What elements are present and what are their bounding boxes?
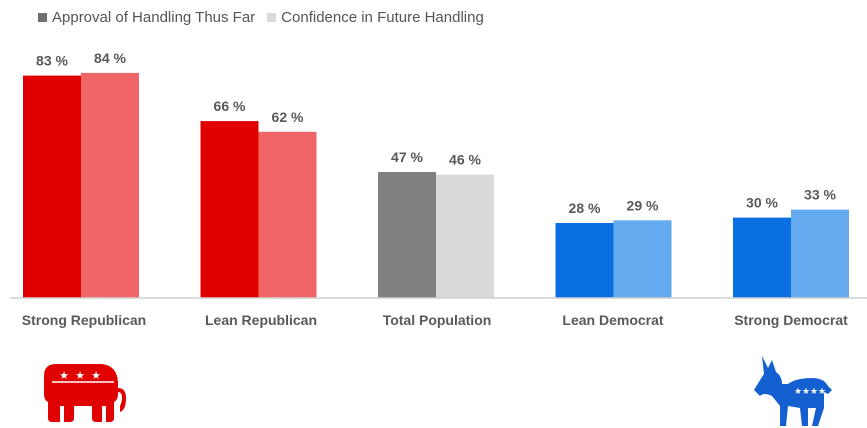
category-label-total-population: Total Population: [383, 312, 492, 328]
bar-approval-strong-republican: [23, 75, 81, 298]
data-label-confidence-total-population: 46 %: [449, 152, 481, 168]
data-label-approval-lean-democrat: 28 %: [569, 200, 601, 216]
republican-elephant-icon: ★ ★ ★: [44, 364, 126, 422]
data-label-approval-strong-democrat: 30 %: [746, 195, 778, 211]
svg-text:★: ★: [818, 386, 826, 396]
data-label-confidence-strong-democrat: 33 %: [804, 187, 836, 203]
legend: Approval of Handling Thus Far Confidence…: [38, 9, 484, 26]
data-label-approval-total-population: 47 %: [391, 149, 423, 165]
bar-confidence-strong-democrat: [791, 209, 849, 298]
svg-text:★: ★: [794, 386, 802, 396]
category-label-strong-democrat: Strong Democrat: [734, 312, 848, 328]
data-label-confidence-lean-republican: 62 %: [272, 109, 304, 125]
bar-confidence-lean-republican: [258, 131, 317, 298]
democrat-donkey-icon: ★ ★ ★ ★: [754, 356, 832, 426]
category-label-strong-republican: Strong Republican: [22, 312, 146, 328]
svg-text:★: ★: [59, 370, 69, 382]
bar-approval-lean-republican: [200, 121, 259, 298]
legend-swatch-approval: [38, 13, 47, 22]
bar-confidence-lean-democrat: [613, 220, 672, 298]
svg-text:★: ★: [810, 386, 818, 396]
svg-text:★: ★: [802, 386, 810, 396]
bar-approval-total-population: [378, 172, 436, 298]
category-label-lean-republican: Lean Republican: [205, 312, 317, 328]
data-label-approval-lean-republican: 66 %: [214, 98, 246, 114]
data-label-confidence-lean-democrat: 29 %: [627, 197, 659, 213]
legend-item-confidence: Confidence in Future Handling: [267, 9, 484, 26]
legend-label-confidence: Confidence in Future Handling: [281, 9, 484, 26]
bar-approval-lean-democrat: [555, 223, 614, 298]
svg-text:★: ★: [75, 370, 85, 382]
bar-confidence-strong-republican: [81, 72, 139, 299]
category-label-lean-democrat: Lean Democrat: [562, 312, 663, 328]
bar-confidence-total-population: [436, 174, 494, 298]
legend-item-approval: Approval of Handling Thus Far: [38, 9, 255, 26]
data-label-approval-strong-republican: 83 %: [36, 53, 68, 69]
svg-text:★: ★: [91, 370, 101, 382]
bar-approval-strong-democrat: [733, 217, 791, 298]
legend-swatch-confidence: [267, 13, 277, 22]
data-label-confidence-strong-republican: 84 %: [94, 50, 126, 66]
legend-label-approval: Approval of Handling Thus Far: [52, 9, 256, 26]
